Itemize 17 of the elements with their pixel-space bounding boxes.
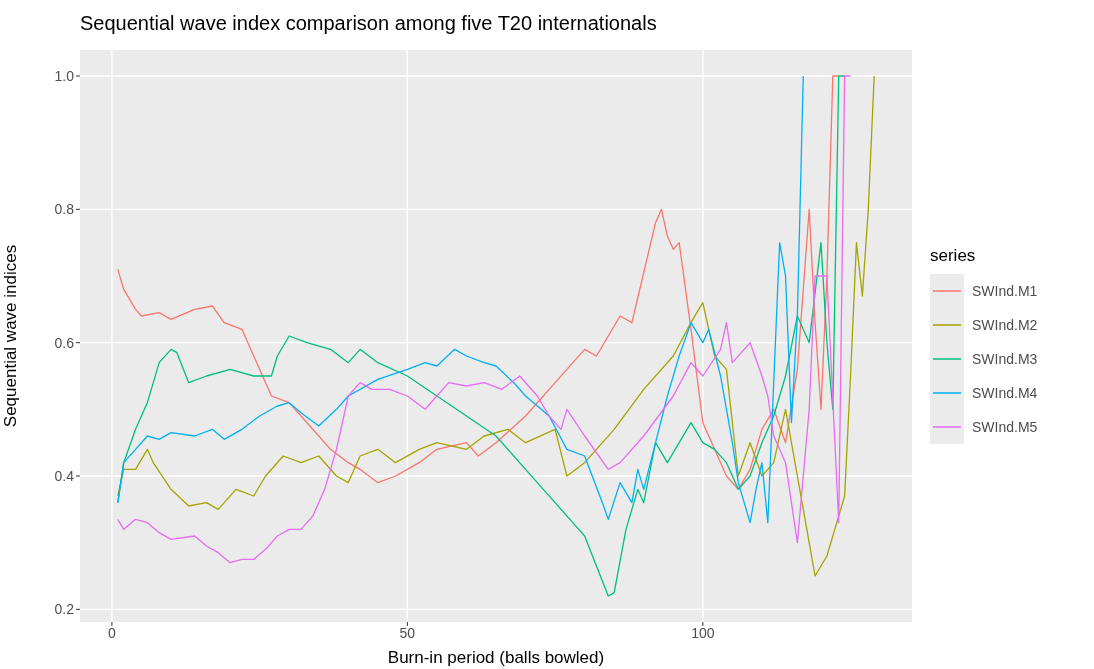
legend-title: series — [930, 246, 977, 266]
y-tick-label: 0.8 — [54, 201, 75, 218]
y-tick-label: 0.4 — [54, 467, 75, 484]
x-axis-title: Burn-in period (balls bowled) — [387, 648, 605, 667]
y-axis-title: Sequential wave indices — [1, 244, 21, 428]
legend-label: SWInd.M3 — [972, 351, 1038, 367]
x-tick-label: 0 — [108, 624, 117, 641]
x-tick-label: 100 — [691, 624, 715, 641]
y-tick-label: 0.6 — [54, 334, 75, 351]
legend-label: SWInd.M5 — [972, 419, 1038, 435]
legend-label: SWInd.M4 — [972, 385, 1038, 401]
chart-title: Sequential wave index comparison among five T20 internationals — [80, 12, 657, 35]
y-tick-label: 1.0 — [54, 67, 75, 84]
legend-label: SWInd.M1 — [972, 283, 1038, 299]
y-tick-label: 0.2 — [54, 601, 75, 618]
legend-label: SWInd.M2 — [972, 317, 1038, 333]
x-tick-label: 50 — [399, 624, 416, 641]
